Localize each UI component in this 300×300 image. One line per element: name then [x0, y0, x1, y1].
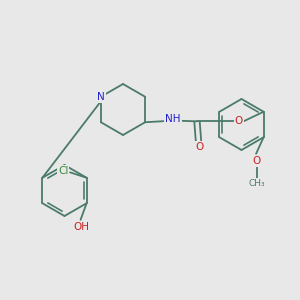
- Text: O: O: [235, 116, 243, 126]
- Text: Cl: Cl: [58, 166, 68, 176]
- Text: N: N: [97, 92, 105, 102]
- Text: NH: NH: [165, 114, 181, 124]
- Text: O: O: [195, 142, 203, 152]
- Text: CH₃: CH₃: [249, 179, 265, 188]
- Text: O: O: [253, 156, 261, 166]
- Text: OH: OH: [73, 222, 89, 232]
